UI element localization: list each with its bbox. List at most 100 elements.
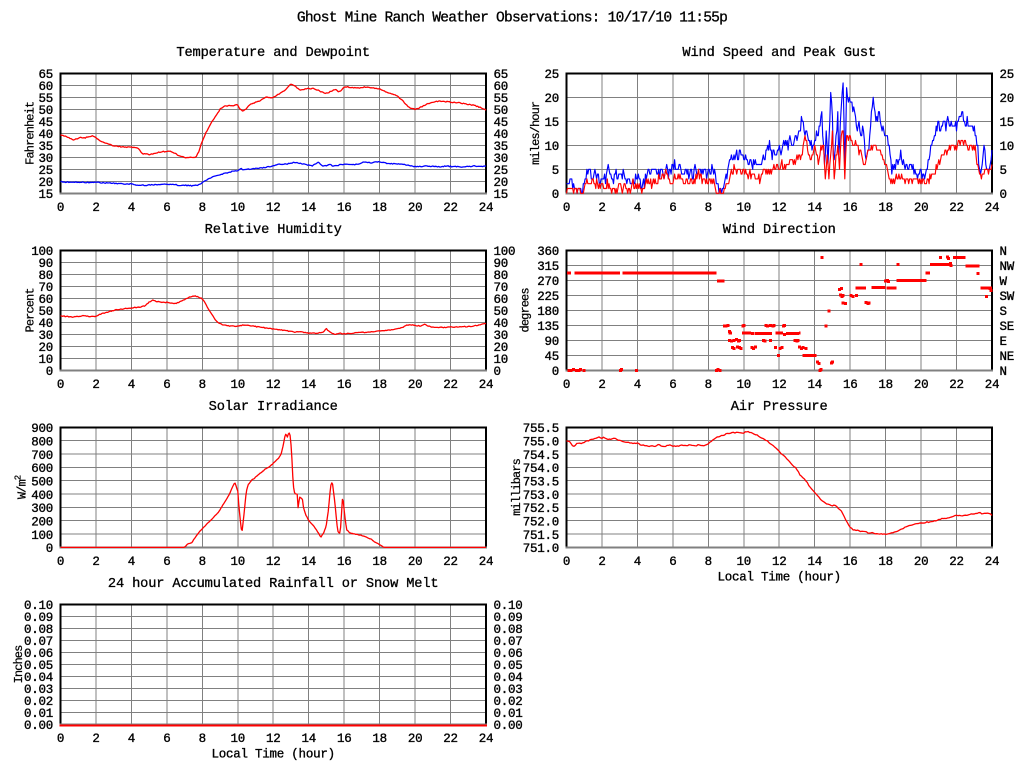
svg-text:900: 900 [31,422,53,436]
svg-text:0.10: 0.10 [494,599,523,613]
svg-text:135: 135 [537,320,559,334]
svg-text:754.0: 754.0 [523,462,559,476]
svg-text:2: 2 [92,201,99,215]
svg-text:10: 10 [737,555,752,569]
svg-text:E: E [1000,335,1007,349]
svg-text:0: 0 [494,365,501,379]
svg-text:4: 4 [128,201,135,215]
svg-text:Temperature and Dewpoint: Temperature and Dewpoint [176,46,370,61]
svg-text:24: 24 [479,378,494,392]
svg-text:752.0: 752.0 [523,515,559,529]
svg-text:0.09: 0.09 [24,611,53,625]
svg-text:20: 20 [408,378,423,392]
svg-text:NW: NW [1000,260,1015,274]
svg-text:6: 6 [163,378,170,392]
svg-text:30: 30 [494,329,509,343]
svg-text:22: 22 [443,201,458,215]
svg-text:180: 180 [537,305,559,319]
svg-text:200: 200 [31,515,53,529]
svg-text:4: 4 [128,378,135,392]
svg-text:60: 60 [38,293,53,307]
svg-text:55: 55 [38,92,53,106]
svg-text:25: 25 [544,68,559,82]
svg-text:2: 2 [92,732,99,746]
svg-text:10: 10 [231,732,246,746]
svg-text:24: 24 [479,732,494,746]
svg-text:751.5: 751.5 [523,529,559,543]
svg-text:2: 2 [92,378,99,392]
svg-text:8: 8 [199,201,206,215]
svg-text:270: 270 [537,275,559,289]
svg-text:Solar Irradiance: Solar Irradiance [209,400,338,415]
svg-text:0.09: 0.09 [494,611,523,625]
svg-text:30: 30 [494,152,509,166]
svg-text:16: 16 [337,732,352,746]
svg-text:65: 65 [38,68,53,82]
svg-text:0: 0 [563,378,570,392]
svg-text:Air Pressure: Air Pressure [731,400,828,415]
svg-text:16: 16 [337,555,352,569]
svg-text:700: 700 [31,449,53,463]
svg-text:6: 6 [163,732,170,746]
svg-text:0: 0 [552,188,559,202]
svg-text:300: 300 [31,502,53,516]
svg-text:0.07: 0.07 [24,635,53,649]
svg-text:45: 45 [544,350,559,364]
svg-text:10: 10 [494,353,509,367]
svg-text:4: 4 [128,555,135,569]
svg-text:40: 40 [494,317,509,331]
svg-text:Percent: Percent [24,288,38,332]
svg-text:22: 22 [443,378,458,392]
svg-text:65: 65 [494,68,509,82]
svg-text:20: 20 [38,341,53,355]
svg-text:22: 22 [949,378,964,392]
svg-text:20: 20 [544,92,559,106]
svg-text:10: 10 [231,201,246,215]
svg-text:0: 0 [57,201,64,215]
svg-text:20: 20 [494,176,509,190]
svg-text:100: 100 [494,245,516,259]
svg-text:0.00: 0.00 [24,719,53,733]
svg-text:4: 4 [634,555,641,569]
svg-text:0: 0 [57,555,64,569]
svg-text:0: 0 [57,378,64,392]
svg-text:6: 6 [163,555,170,569]
svg-text:80: 80 [38,269,53,283]
svg-text:8: 8 [199,555,206,569]
svg-text:W: W [1000,275,1008,289]
svg-text:Inches: Inches [12,645,26,684]
svg-text:16: 16 [843,555,858,569]
svg-text:miles/hour: miles/hour [529,101,543,165]
svg-text:90: 90 [38,257,53,271]
svg-text:12: 12 [772,201,787,215]
svg-text:22: 22 [443,555,458,569]
svg-text:0.04: 0.04 [24,671,53,685]
svg-text:20: 20 [408,555,423,569]
svg-text:18: 18 [372,201,387,215]
svg-text:24: 24 [985,555,1000,569]
svg-text:20: 20 [408,201,423,215]
svg-text:20: 20 [38,176,53,190]
svg-text:degrees: degrees [519,288,533,333]
svg-text:400: 400 [31,489,53,503]
svg-text:20: 20 [914,555,929,569]
svg-text:50: 50 [494,104,509,118]
svg-text:753.0: 753.0 [523,489,559,503]
svg-text:55: 55 [494,92,509,106]
svg-text:5: 5 [1000,164,1007,178]
svg-text:0: 0 [563,201,570,215]
svg-text:18: 18 [878,555,893,569]
svg-text:2: 2 [598,555,605,569]
svg-text:15: 15 [544,116,559,130]
svg-text:60: 60 [494,293,509,307]
svg-text:0.07: 0.07 [494,635,523,649]
svg-text:Wind Speed and Peak Gust: Wind Speed and Peak Gust [682,46,876,61]
svg-text:18: 18 [372,378,387,392]
svg-text:755.5: 755.5 [523,422,559,436]
svg-text:6: 6 [669,201,676,215]
svg-text:4: 4 [634,201,641,215]
svg-text:60: 60 [38,80,53,94]
svg-text:45: 45 [494,116,509,130]
svg-text:12: 12 [266,732,281,746]
svg-text:360: 360 [537,245,559,259]
